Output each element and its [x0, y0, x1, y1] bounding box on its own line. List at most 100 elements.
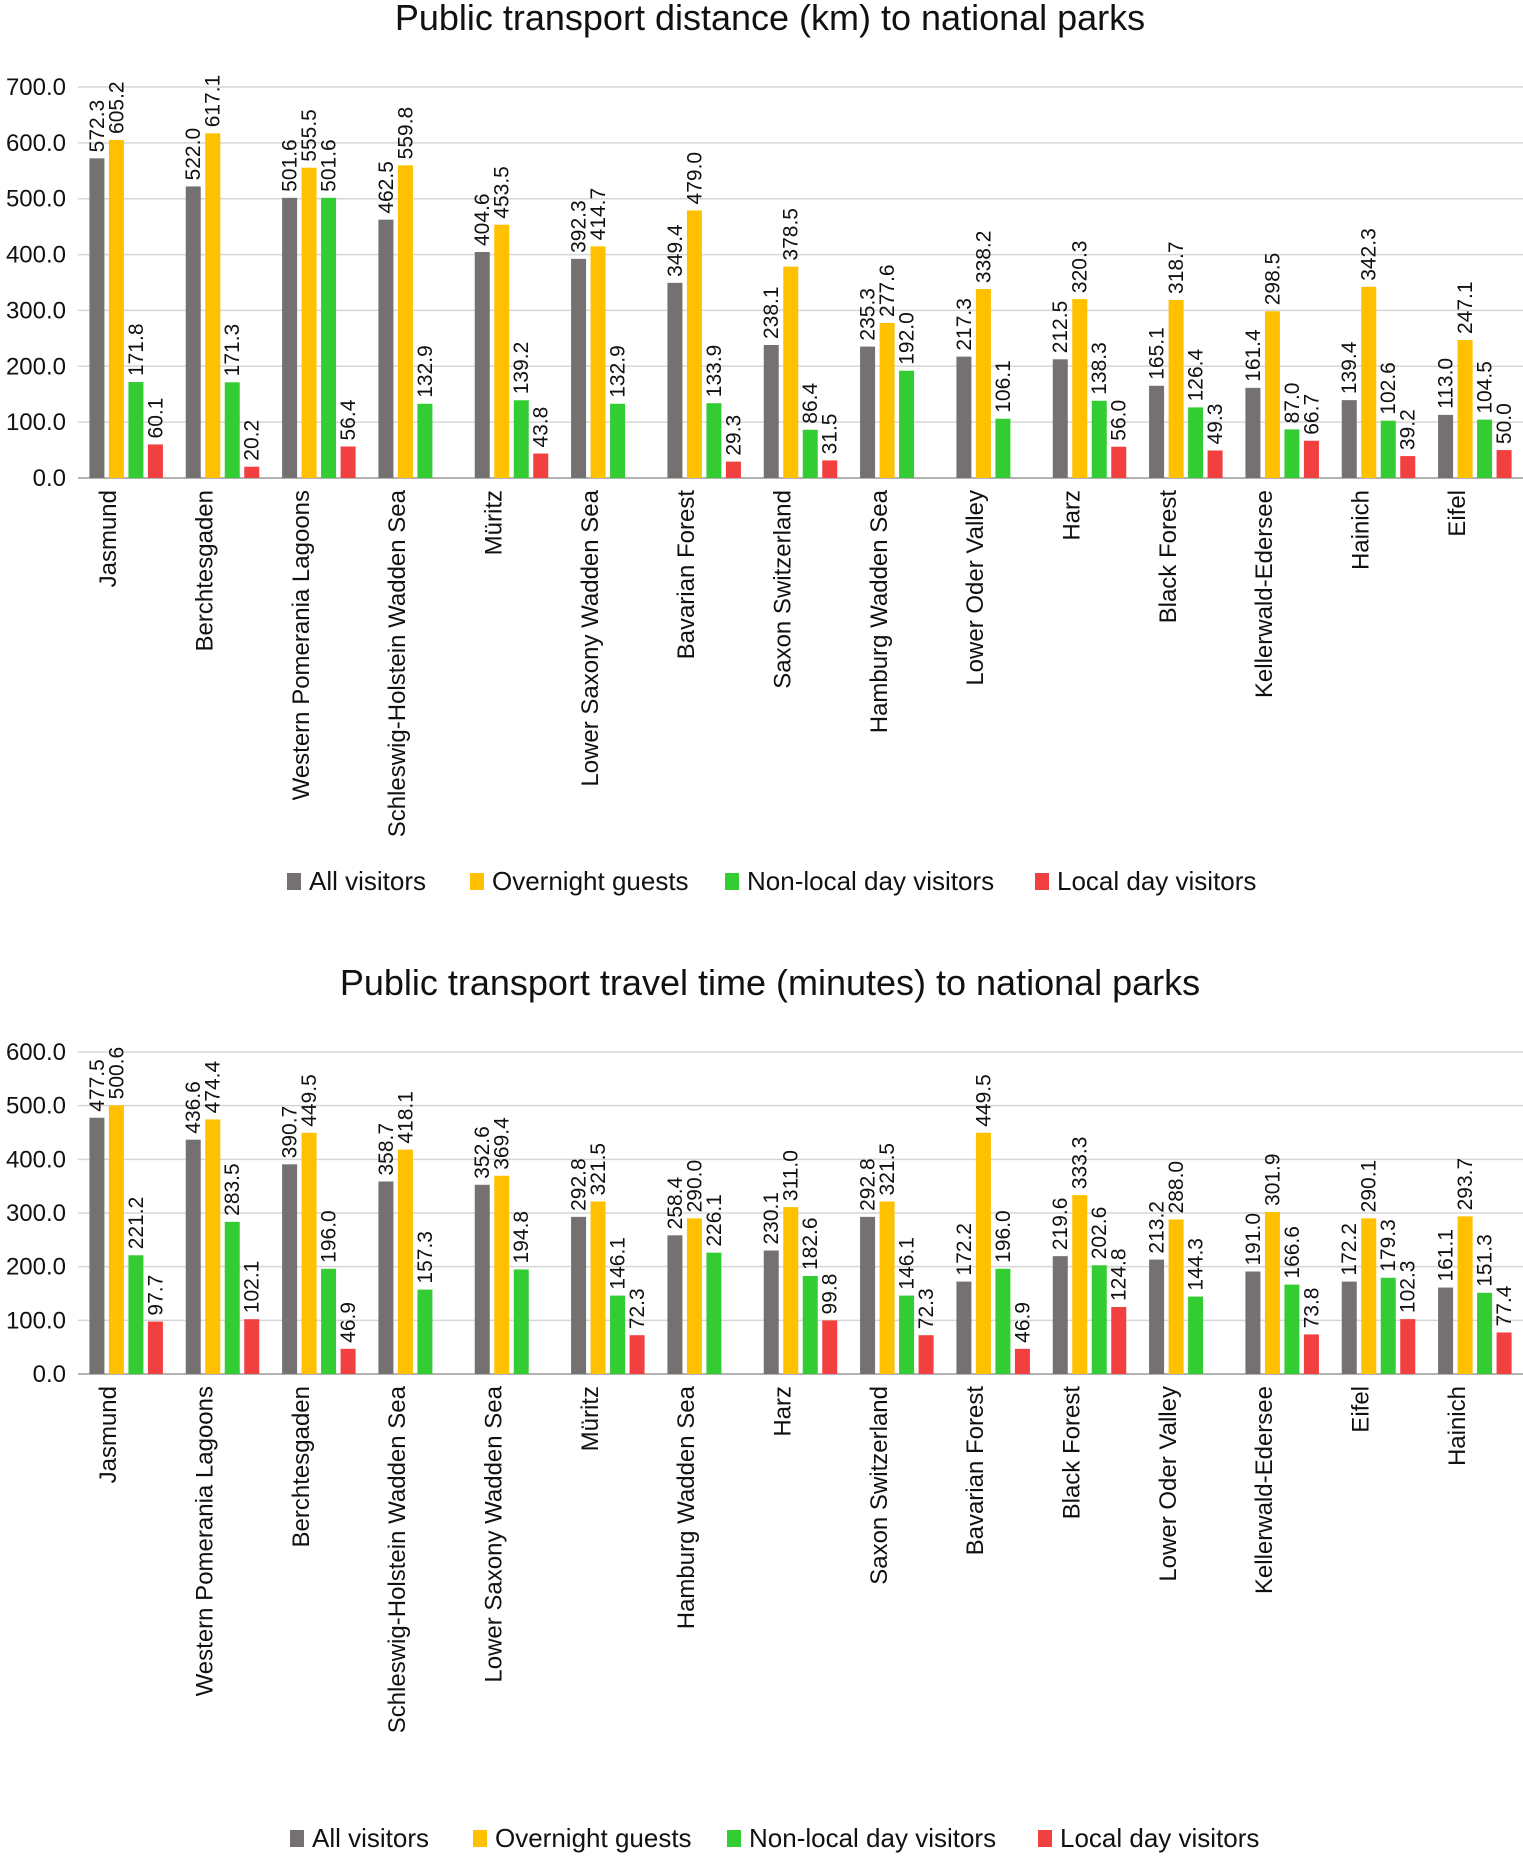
data-label-all-visitors: 462.5 — [375, 161, 398, 214]
data-label-local-day-visitors: 46.9 — [337, 1302, 360, 1343]
data-label-local-day-visitors: 56.0 — [1108, 400, 1131, 441]
bar-all-visitors — [763, 345, 779, 478]
data-label-all-visitors: 522.0 — [182, 128, 205, 181]
data-label-all-visitors: 217.3 — [953, 298, 976, 351]
category-label-hamburg-wadden-sea: Hamburg Wadden Sea — [673, 1385, 700, 1629]
legend-label-all-visitors: All visitors — [312, 1823, 429, 1853]
data-label-overnight-guests: 318.7 — [1165, 241, 1188, 294]
bar-overnight-guests — [494, 224, 510, 478]
data-label-nonlocal-day-visitors: 182.6 — [799, 1217, 822, 1270]
data-label-all-visitors: 172.2 — [1338, 1223, 1361, 1276]
data-label-overnight-guests: 290.0 — [683, 1160, 706, 1213]
data-label-local-day-visitors: 102.1 — [241, 1261, 264, 1314]
chart-title-distance: Public transport distance (km) to nation… — [395, 0, 1145, 38]
bar-all-visitors — [1245, 387, 1261, 478]
bar-nonlocal-day-visitors — [513, 400, 529, 478]
bar-all-visitors — [378, 219, 394, 479]
data-label-all-visitors: 113.0 — [1435, 358, 1458, 409]
data-label-overnight-guests: 333.3 — [1069, 1137, 1092, 1190]
bar-overnight-guests — [205, 133, 221, 478]
bar-nonlocal-day-visitors — [224, 382, 240, 478]
data-label-overnight-guests: 290.1 — [1358, 1160, 1381, 1213]
data-label-overnight-guests: 418.1 — [394, 1091, 417, 1144]
legend-label-nonlocal-day-visitors: Non-local day visitors — [749, 1823, 996, 1853]
bar-overnight-guests — [108, 139, 124, 478]
category-label-jasmund: Jasmund — [95, 1386, 122, 1483]
bar-local-day-visitors — [1207, 450, 1223, 478]
category-label-kellerwald-edersee: Kellerwald-Edersee — [1251, 1386, 1278, 1594]
data-label-nonlocal-day-visitors: 196.0 — [318, 1210, 341, 1263]
y-tick-label: 200.0 — [6, 353, 66, 380]
category-label-bavarian-forest: Bavarian Forest — [962, 1386, 989, 1556]
category-label-kellerwald-edersee: Kellerwald-Edersee — [1251, 490, 1278, 698]
data-label-nonlocal-day-visitors: 226.1 — [703, 1194, 726, 1247]
bar-local-day-visitors — [340, 1348, 356, 1374]
bar-nonlocal-day-visitors — [1188, 407, 1204, 478]
bar-overnight-guests — [879, 1201, 895, 1374]
bar-nonlocal-day-visitors — [899, 370, 915, 478]
bar-nonlocal-day-visitors — [1477, 1292, 1493, 1374]
bar-local-day-visitors — [1014, 1348, 1030, 1374]
bar-nonlocal-day-visitors — [1188, 1296, 1204, 1374]
data-label-nonlocal-day-visitors: 194.8 — [510, 1211, 533, 1264]
y-tick-label: 0.0 — [33, 465, 66, 492]
bar-overnight-guests — [975, 1132, 991, 1374]
category-label-m-ritz: Müritz — [481, 490, 508, 555]
data-label-nonlocal-day-visitors: 202.6 — [1088, 1207, 1111, 1260]
data-label-all-visitors: 238.1 — [760, 286, 783, 339]
data-label-overnight-guests: 453.5 — [491, 166, 514, 219]
chart-travel-time: 0.0 100.0 200.0 300.0 400.0 500.0 600.0 Jasmund… — [6, 1039, 1523, 1853]
data-label-local-day-visitors: 72.3 — [626, 1288, 649, 1329]
bar-all-visitors — [1438, 414, 1454, 478]
bar-nonlocal-day-visitors — [995, 418, 1011, 478]
data-label-local-day-visitors: 20.2 — [241, 420, 264, 461]
data-label-overnight-guests: 479.0 — [683, 152, 706, 205]
y-tick-label: 100.0 — [6, 1307, 66, 1334]
y-tick-label: 400.0 — [6, 242, 66, 269]
bar-all-visitors — [1149, 385, 1165, 478]
legend-swatch-all-visitors — [290, 1830, 304, 1847]
data-label-nonlocal-day-visitors: 106.1 — [992, 360, 1015, 413]
bar-all-visitors — [667, 282, 683, 478]
data-label-overnight-guests: 369.4 — [491, 1117, 514, 1170]
bar-nonlocal-day-visitors — [610, 403, 626, 478]
bar-local-day-visitors — [1303, 1334, 1319, 1374]
bar-local-day-visitors — [1111, 446, 1127, 478]
bar-nonlocal-day-visitors — [1091, 1265, 1107, 1374]
bar-nonlocal-day-visitors — [899, 1295, 915, 1374]
bar-all-visitors — [1052, 1256, 1068, 1374]
category-label-schleswig-holstein-wadden-sea: Schleswig-Holstein Wadden Sea — [384, 489, 411, 837]
data-label-overnight-guests: 338.2 — [972, 231, 995, 284]
data-label-local-day-visitors: 99.8 — [819, 1274, 842, 1315]
y-tick-label: 300.0 — [6, 297, 66, 324]
data-label-local-day-visitors: 31.5 — [819, 414, 842, 455]
data-label-nonlocal-day-visitors: 196.0 — [992, 1210, 1015, 1263]
bar-overnight-guests — [783, 1207, 799, 1374]
data-label-overnight-guests: 449.5 — [972, 1074, 995, 1127]
bar-local-day-visitors — [1400, 456, 1416, 478]
data-label-overnight-guests: 342.3 — [1358, 228, 1381, 281]
legend-label-all-visitors: All visitors — [309, 866, 426, 896]
bar-nonlocal-day-visitors — [1284, 1284, 1300, 1374]
bar-overnight-guests — [301, 1132, 317, 1374]
bar-all-visitors — [1341, 1281, 1357, 1374]
data-label-all-visitors: 292.8 — [568, 1158, 591, 1211]
data-label-all-visitors: 161.4 — [1242, 329, 1265, 382]
data-label-nonlocal-day-visitors: 144.3 — [1185, 1238, 1208, 1291]
data-label-local-day-visitors: 66.7 — [1300, 394, 1323, 435]
category-label-bavarian-forest: Bavarian Forest — [673, 490, 700, 660]
bar-local-day-visitors — [822, 460, 838, 478]
y-tick-label: 300.0 — [6, 1200, 66, 1227]
bar-overnight-guests — [975, 289, 991, 478]
bar-all-visitors — [378, 1181, 394, 1374]
data-label-all-visitors: 165.1 — [1146, 327, 1169, 380]
data-label-local-day-visitors: 43.8 — [530, 407, 553, 448]
bar-local-day-visitors — [533, 453, 549, 478]
data-label-all-visitors: 161.1 — [1435, 1229, 1458, 1282]
bar-local-day-visitors — [340, 446, 356, 478]
legend-swatch-local-day-visitors — [1035, 873, 1049, 890]
data-label-nonlocal-day-visitors: 157.3 — [414, 1231, 437, 1284]
bar-overnight-guests — [1168, 299, 1184, 478]
bar-local-day-visitors — [244, 1319, 260, 1374]
